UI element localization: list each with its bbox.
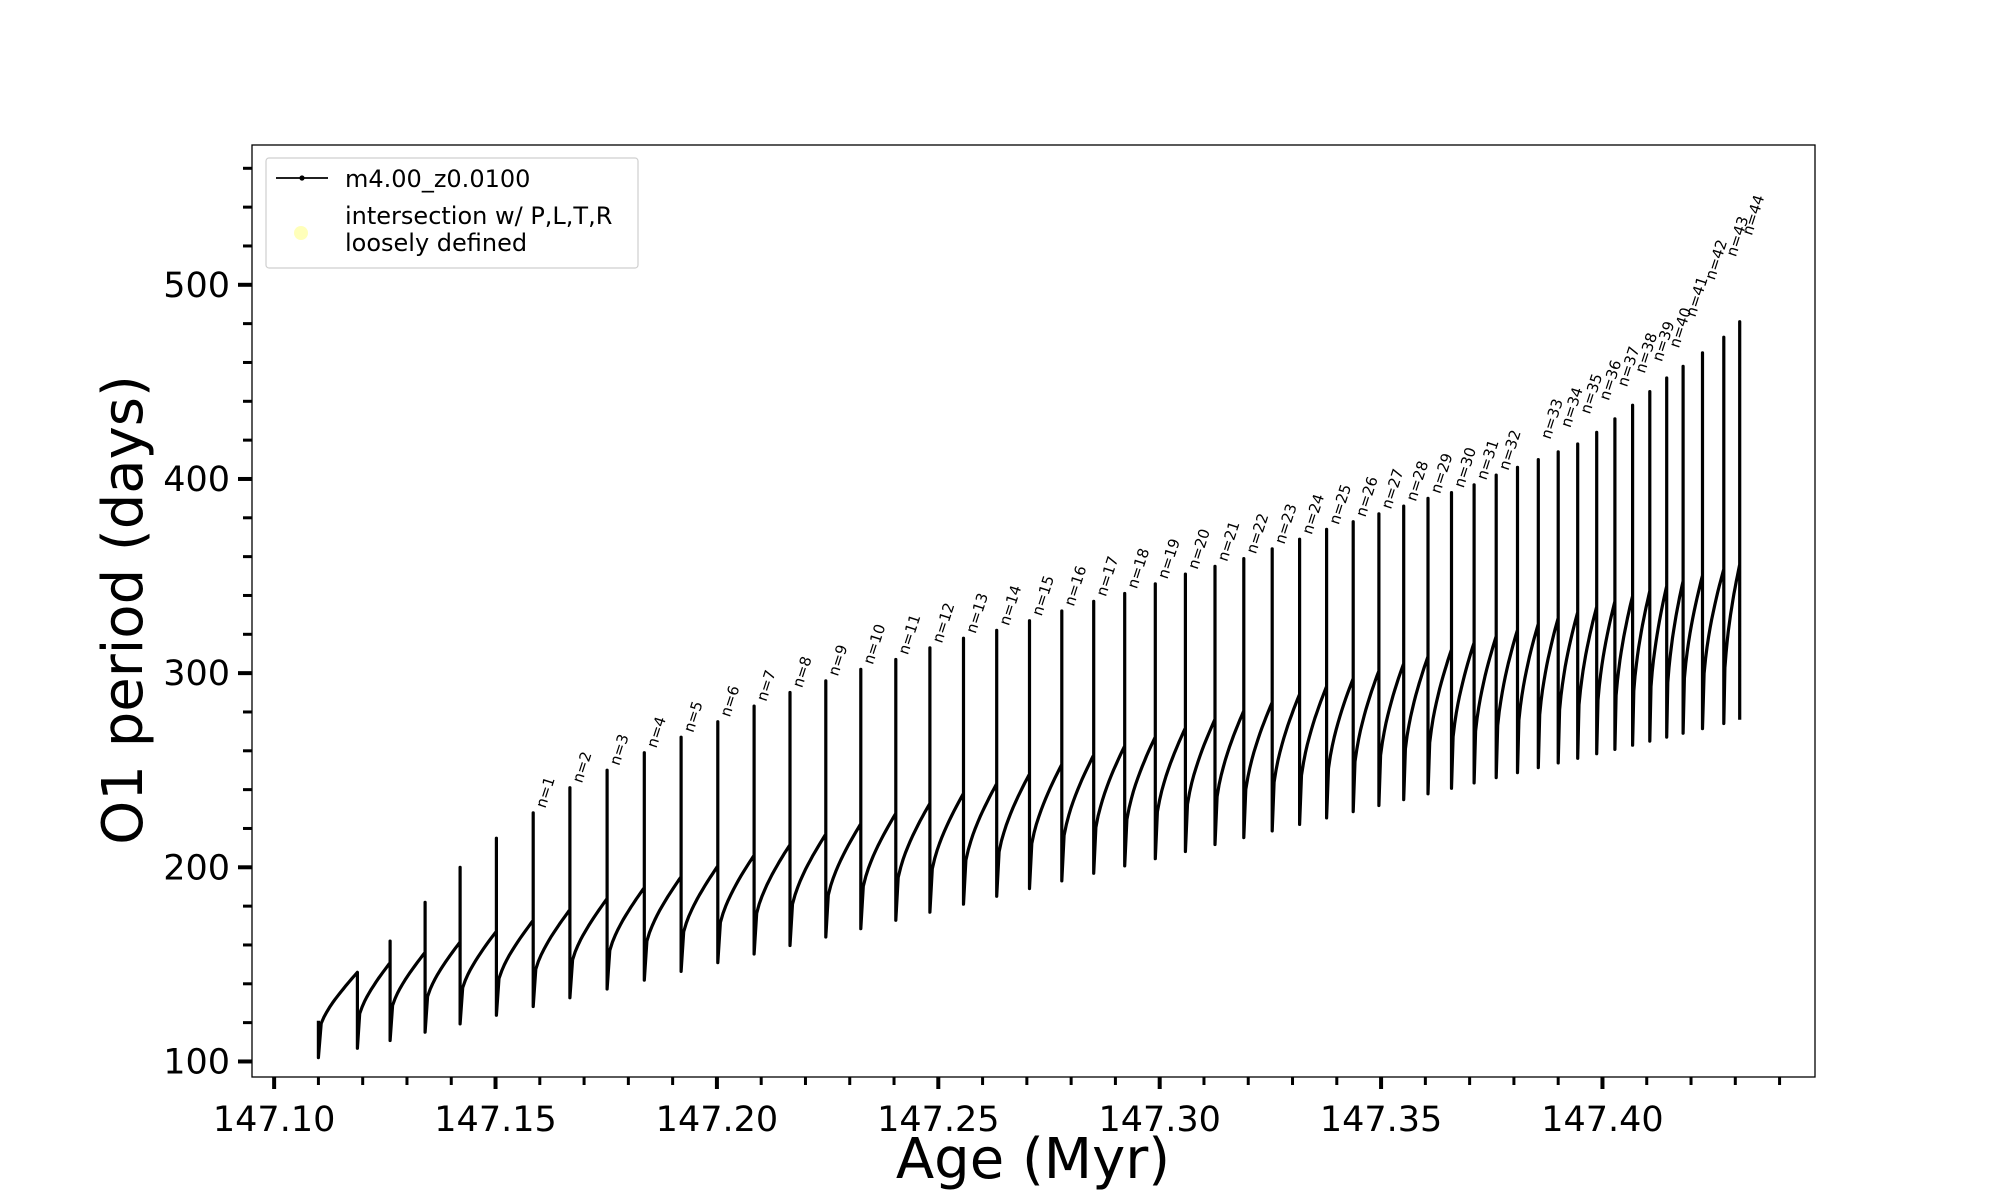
x-tick-label: 147.40: [1541, 1100, 1663, 1140]
y-tick-label: 500: [163, 266, 230, 306]
legend-box: [265, 157, 639, 269]
legend-label-intersection: intersection w/ P,L,T,R loosely defined: [345, 202, 620, 257]
axis-ticks: 147.10 147.15 147.20 147.25 147.30 147.35 147.…: [163, 166, 1782, 1140]
legend-label-intersection-line2: loosely defined: [345, 229, 527, 257]
y-tick-label: 200: [163, 848, 230, 888]
series-line-m4.00_z0.0100: [316, 320, 1742, 1060]
plot-area: [316, 320, 1742, 1060]
x-tick-label: 147.10: [213, 1100, 335, 1140]
x-tick-label: 147.20: [656, 1100, 778, 1140]
y-tick-label: 400: [163, 460, 230, 500]
y-tick-label: 300: [163, 654, 230, 694]
legend-label-series: m4.00_z0.0100: [345, 165, 530, 193]
x-tick-label: 147.35: [1320, 1100, 1442, 1140]
x-tick-label: 147.15: [434, 1100, 556, 1140]
legend-dot-marker: [299, 175, 305, 181]
legend-label-intersection-line1: intersection w/ P,L,T,R: [345, 202, 612, 230]
axes-frame: [251, 144, 1816, 1078]
legend: m4.00_z0.0100 intersection w/ P,L,T,R lo…: [265, 157, 639, 269]
legend-intersection-marker: [294, 226, 308, 240]
x-axis-title: Age (Myr): [896, 1127, 1170, 1192]
y-tick-label: 100: [163, 1042, 230, 1082]
x-tick-label: 147.30: [1098, 1100, 1220, 1140]
x-tick-label: 147.25: [877, 1100, 999, 1140]
y-axis-title: O1 period (days): [91, 375, 156, 845]
